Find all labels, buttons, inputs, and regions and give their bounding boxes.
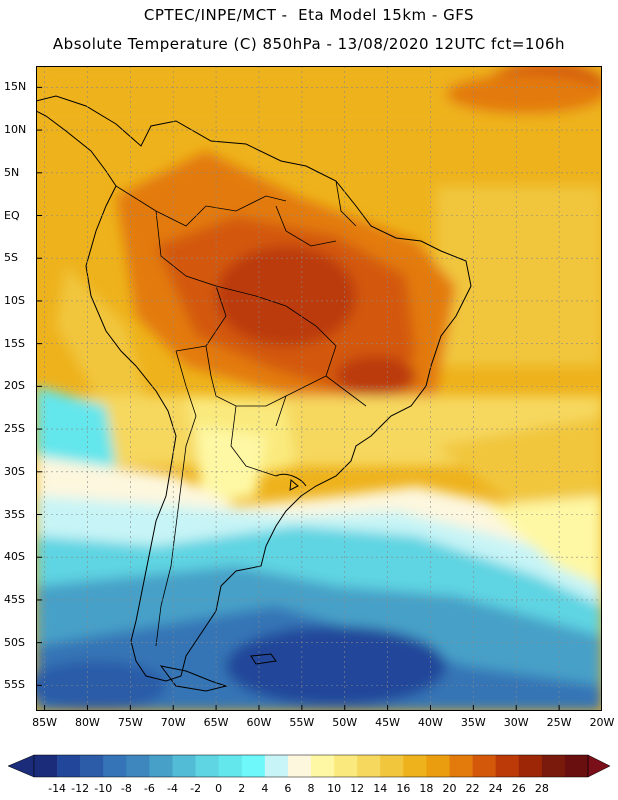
- colorbar-cell: [57, 755, 81, 777]
- lon-label: 20W: [589, 716, 615, 729]
- lat-label: 15N: [4, 80, 27, 94]
- lat-label: 45S: [4, 592, 25, 606]
- lon-label: 55W: [289, 716, 315, 729]
- colorbar-cell: [172, 755, 196, 777]
- graticule: [36, 66, 602, 711]
- colorbar-label: 6: [284, 782, 292, 795]
- map-frame: [36, 66, 602, 711]
- colorbar-cell: [426, 755, 450, 777]
- lon-label: 80W: [75, 716, 100, 729]
- colorbar-cell: [126, 755, 150, 777]
- lon-label: 60W: [246, 716, 272, 729]
- colorbar-label: 18: [419, 782, 434, 795]
- colorbar-cell: [564, 755, 589, 777]
- lat-label: 55S: [4, 678, 25, 692]
- lat-label: 25S: [4, 422, 25, 436]
- lon-label: 50W: [332, 716, 358, 729]
- colorbar-label: -8: [120, 782, 132, 795]
- lat-label: 5N: [4, 165, 20, 179]
- lon-label: 70W: [160, 716, 186, 729]
- colorbar-cell: [218, 755, 243, 777]
- colorbar-cell: [518, 755, 543, 777]
- coastlines: [36, 95, 472, 692]
- colorbar-cell: [195, 755, 219, 777]
- lat-label: 40S: [4, 550, 25, 564]
- colorbar-cell: [311, 755, 335, 777]
- lat-label: 10S: [4, 293, 25, 307]
- colorbar: [7, 754, 611, 778]
- lat-label: 20S: [4, 379, 25, 393]
- colorbar-frame: [33, 754, 589, 778]
- lon-label: 30W: [503, 716, 529, 729]
- colorbar-label: -14: [48, 782, 67, 795]
- lon-label: 65W: [203, 716, 229, 729]
- colorbar-label: 16: [396, 782, 411, 795]
- colorbar-label: 10: [327, 782, 342, 795]
- colorbar-cell: [472, 755, 496, 777]
- colorbar-cell: [334, 755, 358, 777]
- colorbar-label: 28: [534, 782, 549, 795]
- lon-label: 85W: [32, 716, 57, 729]
- colorbar-label: 24: [488, 782, 503, 795]
- colorbar-cell: [357, 755, 381, 777]
- colorbar-cell: [403, 755, 427, 777]
- lon-label: 45W: [375, 716, 401, 729]
- colorbar-cell: [241, 755, 266, 777]
- colorbar-label: 4: [261, 782, 269, 795]
- lat-label: 30S: [4, 464, 25, 478]
- colorbar-cell: [541, 755, 566, 777]
- colorbar-over-arrow: [587, 754, 611, 778]
- colorbar-label: 22: [465, 782, 480, 795]
- colorbar-label: 8: [307, 782, 315, 795]
- lon-label: 40W: [418, 716, 443, 729]
- lat-label: 10N: [4, 123, 27, 137]
- colorbar-label: 20: [442, 782, 457, 795]
- temperature-map: [36, 66, 602, 711]
- title-line-1: CPTEC/INPE/MCT - Eta Model 15km - GFS: [143, 6, 475, 24]
- lon-label: 35W: [460, 716, 486, 729]
- lat-label: 5S: [4, 251, 18, 265]
- colorbar-cell: [495, 755, 520, 777]
- colorbar-label: 12: [350, 782, 365, 795]
- colorbar-cell: [103, 755, 127, 777]
- colorbar-label: -10: [94, 782, 113, 795]
- lon-label: 75W: [117, 716, 143, 729]
- colorbar-label: -6: [143, 782, 155, 795]
- colorbar-label: -2: [190, 782, 202, 795]
- colorbar-under-arrow: [7, 754, 35, 778]
- lat-label: 15S: [4, 336, 25, 350]
- country-borders: [115, 180, 367, 647]
- lat-label: 50S: [4, 635, 25, 649]
- colorbar-cell: [80, 755, 104, 777]
- colorbar-cell: [264, 755, 289, 777]
- colorbar-label: 2: [238, 782, 246, 795]
- colorbar-cell: [449, 755, 473, 777]
- title-line-2: Absolute Temperature (C) 850hPa - 13/08/…: [52, 35, 566, 53]
- colorbar-cell: [287, 755, 312, 777]
- lat-label: EQ: [4, 208, 20, 222]
- colorbar-cell: [34, 755, 58, 777]
- colorbar-cell: [149, 755, 173, 777]
- colorbar-label: 0: [215, 782, 223, 795]
- colorbar-label: 26: [511, 782, 526, 795]
- colorbar-label: -4: [167, 782, 178, 795]
- colorbar-label: 14: [373, 782, 388, 795]
- axis-ticks: [36, 86, 602, 711]
- lon-label: 25W: [546, 716, 572, 729]
- colorbar-cell: [380, 755, 404, 777]
- lat-label: 35S: [4, 507, 25, 521]
- colorbar-label: -12: [71, 782, 90, 795]
